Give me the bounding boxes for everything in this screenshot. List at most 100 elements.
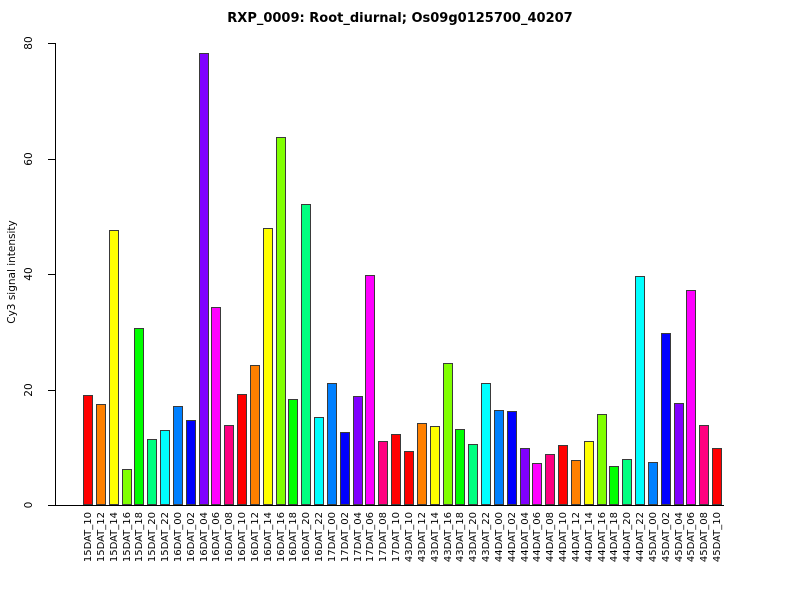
x-tick-label: 15DAT_10 <box>83 512 94 563</box>
bar <box>301 204 311 505</box>
y-tick-label: 60 <box>23 152 35 166</box>
x-tick-label: 15DAT_22 <box>160 512 171 563</box>
y-tick-label: 20 <box>23 383 35 397</box>
bar <box>609 466 619 505</box>
bar <box>160 430 170 505</box>
bar <box>455 429 465 505</box>
bar <box>96 404 106 505</box>
bar <box>622 459 632 505</box>
x-tick-label: 44DAT_14 <box>584 512 595 563</box>
x-tick-label: 17DAT_10 <box>391 512 402 563</box>
bar <box>494 410 504 505</box>
x-tick-label: 45DAT_02 <box>661 512 672 563</box>
x-tick-label: 43DAT_20 <box>468 512 479 563</box>
bar <box>597 414 607 505</box>
x-axis-line <box>55 505 724 506</box>
bar <box>173 406 183 505</box>
x-tick-label: 16DAT_00 <box>173 512 184 563</box>
y-axis-tick <box>48 43 55 44</box>
x-tick-label: 16DAT_20 <box>301 512 312 563</box>
bar <box>571 460 581 505</box>
y-axis-tick <box>48 159 55 160</box>
y-tick-label: 80 <box>23 36 35 50</box>
bar <box>353 396 363 505</box>
bar <box>276 137 286 505</box>
x-tick-label: 43DAT_14 <box>430 512 441 563</box>
x-tick-label: 44DAT_04 <box>520 512 531 563</box>
bar <box>186 420 196 505</box>
bar <box>109 230 119 505</box>
bar <box>365 275 375 505</box>
bar <box>532 463 542 505</box>
bar <box>635 276 645 505</box>
y-tick-label: 40 <box>23 267 35 281</box>
bar <box>674 403 684 505</box>
x-tick-label: 43DAT_16 <box>443 512 454 563</box>
x-tick-label: 44DAT_22 <box>635 512 646 563</box>
bar <box>584 441 594 505</box>
bar <box>648 462 658 505</box>
x-tick-label: 15DAT_20 <box>147 512 158 563</box>
x-tick-label: 43DAT_22 <box>481 512 492 563</box>
x-tick-label: 44DAT_00 <box>494 512 505 563</box>
bar <box>443 363 453 505</box>
bar <box>83 395 93 505</box>
bar <box>712 448 722 505</box>
bar <box>430 426 440 505</box>
bar <box>147 439 157 505</box>
bar <box>378 441 388 505</box>
x-tick-label: 17DAT_00 <box>327 512 338 563</box>
x-tick-label: 15DAT_18 <box>134 512 145 563</box>
bar <box>391 434 401 505</box>
bar <box>661 333 671 505</box>
x-tick-label: 45DAT_04 <box>674 512 685 563</box>
bar <box>314 417 324 505</box>
x-tick-label: 43DAT_18 <box>455 512 466 563</box>
x-tick-label: 16DAT_22 <box>314 512 325 563</box>
y-axis-line <box>55 43 56 506</box>
x-tick-label: 17DAT_04 <box>353 512 364 563</box>
x-tick-label: 16DAT_08 <box>224 512 235 563</box>
x-tick-label: 16DAT_18 <box>288 512 299 563</box>
x-tick-label: 17DAT_02 <box>340 512 351 563</box>
bar <box>134 328 144 505</box>
x-tick-label: 44DAT_18 <box>609 512 620 563</box>
bar <box>699 425 709 505</box>
y-axis-label: Cy3 signal intensity <box>6 220 18 324</box>
x-tick-label: 44DAT_06 <box>532 512 543 563</box>
x-tick-label: 45DAT_06 <box>686 512 697 563</box>
bar <box>224 425 234 505</box>
x-tick-label: 44DAT_16 <box>597 512 608 563</box>
x-tick-label: 44DAT_20 <box>622 512 633 563</box>
x-tick-label: 16DAT_02 <box>186 512 197 563</box>
x-tick-label: 16DAT_04 <box>199 512 210 563</box>
x-tick-label: 17DAT_08 <box>378 512 389 563</box>
y-axis-tick <box>48 274 55 275</box>
x-tick-label: 44DAT_12 <box>571 512 582 563</box>
x-tick-label: 16DAT_06 <box>211 512 222 563</box>
x-tick-label: 15DAT_12 <box>96 512 107 563</box>
x-tick-label: 45DAT_08 <box>699 512 710 563</box>
bar <box>686 290 696 505</box>
bar <box>211 307 221 505</box>
bar <box>404 451 414 505</box>
x-tick-label: 45DAT_10 <box>712 512 723 563</box>
x-tick-label: 17DAT_06 <box>365 512 376 563</box>
x-tick-label: 16DAT_16 <box>276 512 287 563</box>
bar <box>237 394 247 505</box>
x-tick-label: 45DAT_00 <box>648 512 659 563</box>
x-tick-label: 16DAT_10 <box>237 512 248 563</box>
bar <box>122 469 132 505</box>
bar <box>468 444 478 505</box>
bar <box>507 411 517 505</box>
x-tick-label: 44DAT_02 <box>507 512 518 563</box>
x-tick-label: 43DAT_10 <box>404 512 415 563</box>
x-tick-label: 43DAT_12 <box>417 512 428 563</box>
x-tick-label: 15DAT_14 <box>109 512 120 563</box>
y-axis-tick <box>48 390 55 391</box>
bar <box>288 399 298 505</box>
y-tick-label: 0 <box>23 501 35 509</box>
bar <box>481 383 491 505</box>
chart-title: RXP_0009: Root_diurnal; Os09g0125700_402… <box>227 11 573 26</box>
